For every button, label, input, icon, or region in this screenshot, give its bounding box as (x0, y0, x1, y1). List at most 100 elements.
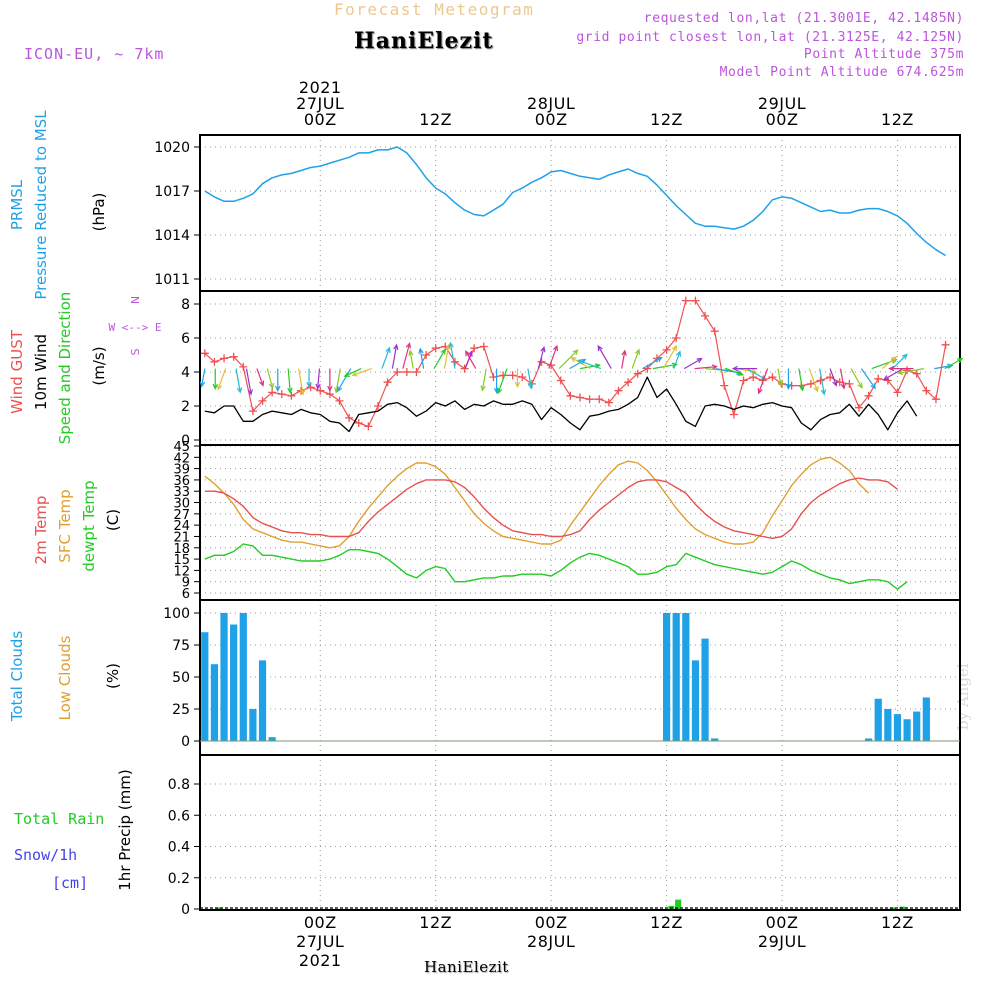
time-label-bottom: 12Z (881, 913, 914, 932)
time-label-top: 28JUL (527, 94, 575, 113)
cloud-bar (913, 711, 921, 741)
wind-arrow (631, 349, 640, 369)
wind-arrow-head (813, 386, 819, 393)
cloud-bar (711, 738, 719, 741)
gust-marker (701, 311, 710, 320)
wind-arrow-head (405, 342, 412, 349)
gust-marker (239, 362, 248, 371)
gust-marker (874, 374, 883, 383)
tick-label: 24 (173, 519, 190, 534)
time-label-bottom: 28JUL (527, 932, 575, 951)
wind-arrow-head (634, 348, 641, 355)
axis-label-low-clouds: Low Clouds (56, 635, 74, 720)
grid-point: grid point closest lon,lat (21.3125E, 42… (576, 30, 964, 45)
wind-arrow-head (247, 389, 253, 396)
cloud-bar (268, 737, 276, 741)
wind-arrow-head (497, 387, 503, 395)
gust-marker (941, 340, 950, 349)
gust-marker (845, 379, 854, 388)
cloud-bar (691, 660, 700, 741)
tick-label: 75 (172, 638, 190, 654)
gust-marker (373, 402, 382, 410)
cloud-bar (865, 738, 873, 741)
tick-label: 8 (181, 297, 190, 313)
wind-arrow-head (882, 375, 890, 381)
time-label-top: 00Z (766, 110, 799, 129)
gust-marker (508, 371, 517, 380)
wind-arrow-head (731, 365, 738, 372)
gust-marker (364, 422, 373, 431)
wind-arrow-head (445, 343, 451, 350)
time-label-top: 27JUL (296, 94, 344, 113)
wind-arrow-head (870, 383, 876, 390)
wind-arrow-head (957, 357, 964, 364)
wind-arrow-head (820, 389, 827, 396)
wind-arrow-head (527, 383, 534, 390)
wind-arrow-head (440, 348, 446, 355)
wind-arrow-head (465, 350, 471, 357)
wind-arrow (245, 368, 252, 395)
location-title: HaniElezit (354, 28, 494, 54)
gust-marker (268, 388, 277, 397)
tick-label: 9 (182, 576, 190, 591)
wind-arrow (548, 345, 558, 369)
tick-label: 1011 (154, 272, 190, 288)
wind-arrow-head (675, 350, 682, 357)
gust-marker (931, 395, 940, 404)
wind-arrow-head (540, 346, 546, 353)
gust-marker (768, 373, 777, 382)
wind-arrow-head (236, 387, 243, 394)
wind-arrow (419, 348, 425, 369)
tick-label: 6 (181, 331, 190, 347)
gust-marker (816, 376, 825, 385)
tick-label: 0.8 (168, 777, 190, 793)
tick-label: 25 (172, 702, 190, 718)
gust-marker (393, 368, 402, 376)
wind-arrow (266, 368, 274, 389)
tick-label: 4 (181, 365, 190, 381)
wind-arrow-head (888, 365, 895, 372)
gust-marker (422, 351, 431, 359)
axis-label-sfc-temp: SFC Temp (56, 489, 74, 562)
wind-arrow (578, 359, 602, 370)
wind-arrow-head (840, 383, 846, 390)
cloud-bar (874, 698, 882, 741)
wind-arrow-head (408, 349, 414, 356)
tick-label: 2 (181, 399, 190, 415)
gust-marker (210, 357, 219, 366)
wind-arrow (944, 358, 963, 370)
tick-label: 0.6 (168, 808, 190, 824)
wind-arrow (465, 350, 477, 369)
wind-arrow (256, 368, 264, 386)
axis-label-dewpt: dewpt Temp (80, 480, 98, 571)
wind-arrow-head (832, 380, 838, 387)
gust-marker (672, 334, 681, 342)
tick-label: 0 (181, 734, 190, 750)
tick-label: 33 (173, 485, 190, 500)
tick-label: 0.4 (168, 840, 190, 856)
axis-label-precip: 1hr Precip (mm) (116, 769, 134, 890)
wind-arrow (819, 368, 825, 395)
wind-arrow-head (597, 344, 603, 352)
gust-marker (556, 376, 565, 385)
wind-arrow-head (711, 364, 718, 370)
wind-arrow (391, 344, 398, 369)
tick-label: 100 (163, 606, 190, 622)
gust-marker (537, 357, 546, 366)
wind-arrow-head (760, 375, 767, 381)
wind-arrow-head (315, 383, 321, 390)
time-label-top: 12Z (419, 110, 452, 129)
gust-marker (633, 369, 642, 378)
wind-arrow-head (737, 370, 745, 376)
wind-arrow (621, 350, 626, 369)
wind-arrow (881, 356, 897, 370)
compass-s: S (129, 348, 142, 355)
time-label-bottom: 2021 (299, 951, 342, 970)
tick-label: 30 (173, 497, 190, 512)
cloud-bar (903, 719, 911, 741)
wind-arrow-head (351, 371, 358, 377)
wind-arrow (337, 368, 352, 392)
wind-arrow-head (217, 384, 223, 391)
